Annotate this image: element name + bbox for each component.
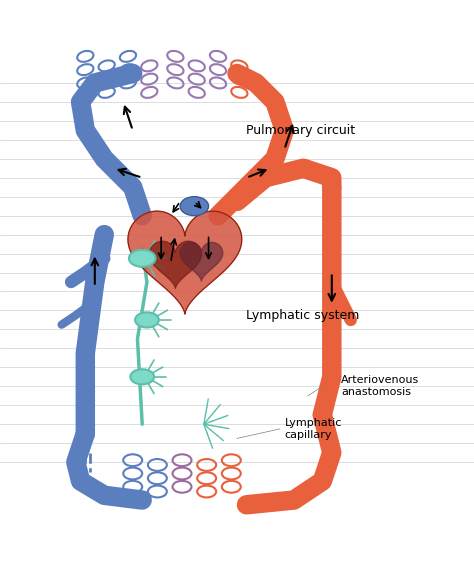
Ellipse shape — [222, 454, 241, 466]
Ellipse shape — [231, 60, 247, 71]
Ellipse shape — [210, 64, 226, 75]
Ellipse shape — [135, 312, 159, 328]
Text: Arteriovenous
anastomosis: Arteriovenous anastomosis — [341, 376, 419, 397]
Ellipse shape — [123, 481, 142, 493]
Ellipse shape — [99, 87, 115, 98]
Ellipse shape — [120, 51, 136, 62]
Ellipse shape — [77, 64, 93, 75]
Ellipse shape — [173, 454, 191, 466]
Ellipse shape — [189, 74, 205, 85]
Ellipse shape — [189, 60, 205, 71]
Ellipse shape — [210, 77, 226, 89]
Ellipse shape — [189, 87, 205, 98]
Ellipse shape — [222, 468, 241, 479]
Ellipse shape — [130, 369, 154, 385]
Ellipse shape — [77, 77, 93, 89]
Ellipse shape — [148, 486, 167, 497]
Ellipse shape — [123, 454, 142, 466]
Ellipse shape — [222, 481, 241, 493]
Ellipse shape — [167, 51, 183, 62]
Ellipse shape — [141, 74, 157, 85]
Ellipse shape — [123, 468, 142, 479]
Ellipse shape — [141, 60, 157, 71]
Ellipse shape — [129, 250, 155, 267]
Ellipse shape — [197, 472, 216, 484]
Ellipse shape — [173, 468, 191, 479]
Polygon shape — [128, 211, 242, 314]
Text: Lymphatic system: Lymphatic system — [246, 309, 360, 321]
Ellipse shape — [197, 486, 216, 497]
Ellipse shape — [173, 481, 191, 493]
Polygon shape — [180, 243, 223, 281]
Ellipse shape — [148, 472, 167, 484]
Ellipse shape — [120, 77, 136, 89]
Polygon shape — [149, 241, 201, 288]
Ellipse shape — [99, 74, 115, 85]
Ellipse shape — [141, 87, 157, 98]
Ellipse shape — [99, 60, 115, 71]
Ellipse shape — [231, 87, 247, 98]
Ellipse shape — [167, 64, 183, 75]
Ellipse shape — [210, 51, 226, 62]
Ellipse shape — [197, 459, 216, 471]
Ellipse shape — [120, 64, 136, 75]
Ellipse shape — [148, 459, 167, 471]
Ellipse shape — [167, 77, 183, 89]
Ellipse shape — [180, 197, 209, 215]
Text: Lymphatic
capillary: Lymphatic capillary — [284, 418, 342, 440]
Ellipse shape — [231, 74, 247, 85]
Text: Pulmonary circuit: Pulmonary circuit — [246, 124, 356, 137]
Ellipse shape — [77, 51, 93, 62]
